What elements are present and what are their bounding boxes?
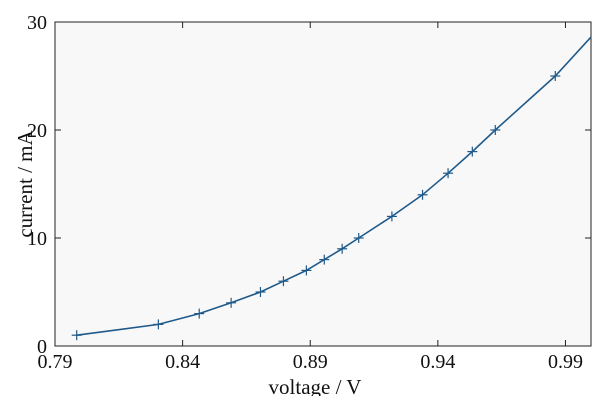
plot-area: [54, 21, 592, 347]
data-point: [319, 254, 330, 265]
data-point: [550, 71, 561, 81]
data-point: [467, 146, 478, 157]
data-point: [386, 211, 397, 222]
axis-ticks: [54, 21, 591, 347]
marker-layer: [71, 71, 561, 341]
y-tick-label: 30: [27, 12, 47, 34]
data-point: [490, 125, 501, 135]
y-tick-label: 10: [27, 228, 47, 250]
tick-labels: 0.79 0.84 0.89 0.94 0.99 0 10 20 30: [27, 12, 583, 373]
data-point: [194, 308, 205, 319]
x-axis-label: voltage / V: [269, 375, 362, 396]
data-point: [337, 243, 348, 254]
data-point: [255, 287, 266, 297]
x-tick-label: 0.89: [293, 351, 328, 373]
x-tick-label: 0.94: [420, 351, 455, 373]
data-point: [278, 276, 289, 287]
x-tick-label: 0.84: [165, 351, 200, 373]
data-point: [71, 330, 82, 341]
x-tick-label: 0.79: [38, 351, 73, 373]
data-point: [226, 297, 237, 308]
y-tick-label: 20: [27, 120, 47, 142]
y-axis-label: current / mA: [13, 130, 37, 238]
data-point: [353, 233, 364, 243]
data-point: [443, 168, 454, 179]
y-tick-label: 0: [37, 336, 47, 358]
data-point: [153, 319, 164, 330]
data-point: [301, 265, 312, 276]
data-point: [417, 189, 428, 200]
x-tick-label: 0.99: [548, 351, 583, 373]
